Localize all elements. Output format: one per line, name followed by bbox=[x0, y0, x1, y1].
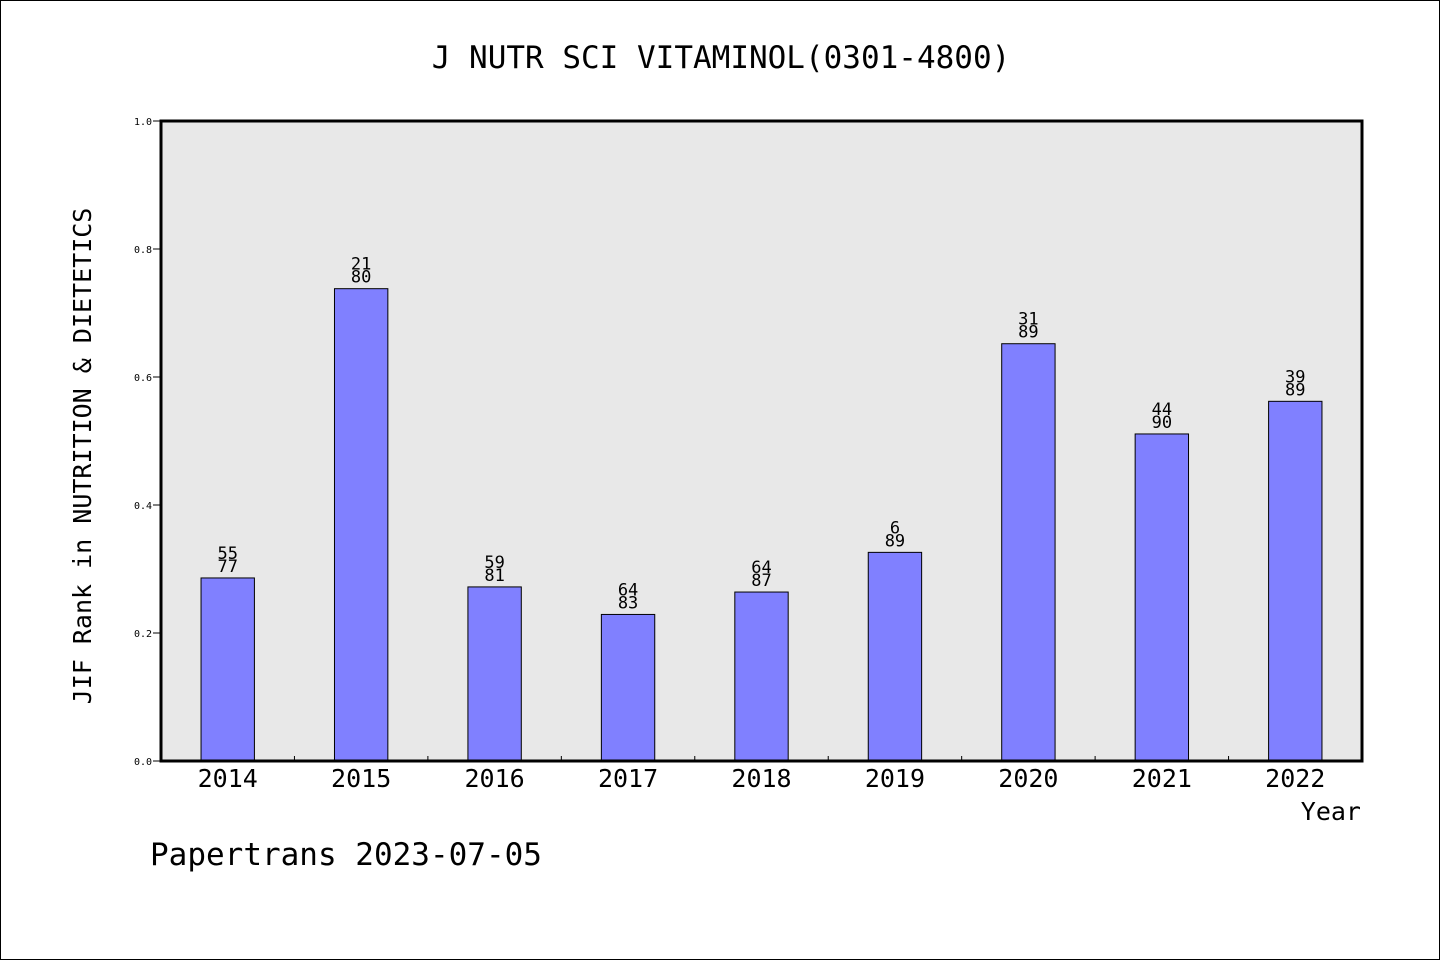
bar-2018 bbox=[734, 591, 789, 762]
y-tick-label: 0.6 bbox=[134, 373, 152, 384]
x-tick-label: 2016 bbox=[465, 764, 525, 793]
bar-label-rank: 64 bbox=[618, 580, 638, 600]
bar-label-rank: 55 bbox=[217, 544, 237, 564]
bar-label-total: 83 bbox=[618, 593, 638, 613]
bar-label-total: 90 bbox=[1152, 413, 1172, 433]
bar-label-total: 89 bbox=[1018, 323, 1038, 343]
y-axis-label: JIF Rank in NUTRITION & DIETETICS bbox=[68, 208, 97, 705]
bar-2021 bbox=[1134, 433, 1190, 762]
bar-label-rank: 6 bbox=[890, 518, 900, 538]
bar-label-rank: 39 bbox=[1285, 367, 1305, 387]
x-axis-label: Year bbox=[1301, 797, 1361, 826]
bar-2014 bbox=[200, 577, 255, 762]
bar-label-rank: 44 bbox=[1152, 400, 1172, 420]
x-tick-label: 2017 bbox=[598, 764, 658, 793]
bar-label-rank: 59 bbox=[484, 553, 504, 573]
y-tick-label: 0.8 bbox=[134, 245, 152, 256]
x-tick-label: 2018 bbox=[731, 764, 791, 793]
y-axis-ticks: 0.0 0.2 0.4 0.6 0.8 1.0 bbox=[134, 117, 161, 768]
x-tick-label: 2015 bbox=[331, 764, 391, 793]
bar-2015 bbox=[333, 288, 389, 762]
chart-title: J NUTR SCI VITAMINOL(0301-4800) bbox=[432, 40, 1011, 76]
bar-2020 bbox=[1001, 343, 1056, 762]
bar-label-rank: 31 bbox=[1018, 310, 1038, 330]
bar-label-total: 89 bbox=[1285, 380, 1305, 400]
x-tick-label: 2014 bbox=[198, 764, 258, 793]
y-tick-label: 0.2 bbox=[134, 629, 152, 640]
bar-2017 bbox=[600, 613, 656, 762]
bar-2019 bbox=[867, 551, 923, 762]
x-tick-label: 2021 bbox=[1132, 764, 1192, 793]
y-tick-label: 0.0 bbox=[134, 757, 152, 768]
plot-border bbox=[159, 119, 1364, 763]
bar-label-total: 80 bbox=[351, 268, 371, 288]
x-tick-label: 2020 bbox=[998, 764, 1058, 793]
bar-label-rank: 64 bbox=[751, 558, 771, 578]
bar-2016 bbox=[467, 586, 522, 762]
bar-label-total: 81 bbox=[484, 566, 504, 586]
x-tick-label: 2022 bbox=[1265, 764, 1325, 793]
bar-label-total: 89 bbox=[885, 531, 905, 551]
footer-text: Papertrans 2023-07-05 bbox=[150, 837, 542, 873]
x-tick-label: 2019 bbox=[865, 764, 925, 793]
bar-label-total: 87 bbox=[751, 571, 771, 591]
bar-label-total: 77 bbox=[217, 557, 237, 577]
y-tick-label: 0.4 bbox=[134, 501, 152, 512]
bar-2022 bbox=[1268, 400, 1323, 762]
y-tick-label: 1.0 bbox=[134, 117, 152, 128]
x-axis-ticks: 2014 2015 2016 2017 2018 2019 2020 2021 2022 bbox=[198, 756, 1325, 793]
bar-label-rank: 21 bbox=[351, 255, 371, 275]
